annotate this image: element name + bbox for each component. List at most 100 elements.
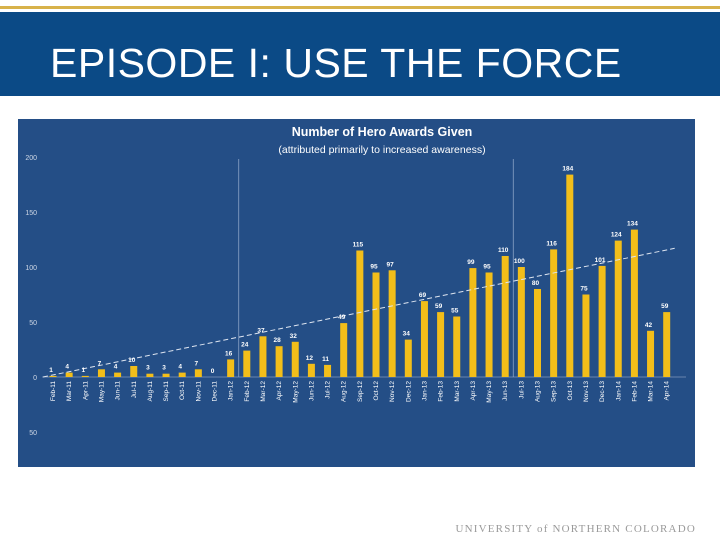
hero-awards-chart: Number of Hero Awards Given (attributed … xyxy=(25,125,686,437)
data-label: 4 xyxy=(178,364,182,371)
data-label: 49 xyxy=(338,314,346,321)
data-label: 28 xyxy=(273,337,281,344)
y-tick-label: 150 xyxy=(25,210,37,217)
x-tick-label: Apr-13 xyxy=(470,381,477,401)
x-tick-label: Jan-12 xyxy=(228,381,235,401)
data-label: 69 xyxy=(419,292,427,299)
bar-Dec-13 xyxy=(598,265,606,377)
bar-Feb-13 xyxy=(437,312,445,377)
bar-Jun-13 xyxy=(501,256,509,377)
bar-Feb-12 xyxy=(243,350,251,377)
data-label: 75 xyxy=(580,286,588,293)
data-label: 1 xyxy=(49,367,53,374)
bar-May-12 xyxy=(291,341,299,377)
bar-Apr-12 xyxy=(275,346,283,377)
bar-Jul-13 xyxy=(517,267,525,377)
x-tick-label: Apr-11 xyxy=(82,381,89,400)
chart-title: Number of Hero Awards Given xyxy=(292,125,473,139)
bar-Mar-12 xyxy=(259,336,267,377)
bar-Feb-14 xyxy=(630,229,638,377)
y-tick-label: 200 xyxy=(25,155,37,162)
bar-Aug-12 xyxy=(340,323,348,377)
data-label: 4 xyxy=(65,364,69,371)
data-label: 116 xyxy=(546,240,557,247)
bar-Dec-12 xyxy=(404,339,412,377)
data-label: 134 xyxy=(627,221,638,228)
x-tick-label: Oct-13 xyxy=(567,381,574,401)
data-label: 32 xyxy=(290,333,298,340)
data-label: 24 xyxy=(241,342,249,349)
data-label: 3 xyxy=(162,365,166,372)
data-label: 100 xyxy=(514,258,525,265)
bar-Oct-13 xyxy=(566,174,574,377)
x-tick-label: Nov-11 xyxy=(195,381,202,402)
x-tick-label: Mar-13 xyxy=(454,381,461,402)
bar-Oct-12 xyxy=(372,272,380,377)
x-tick-label: Dec-13 xyxy=(599,381,606,402)
x-tick-label: May-13 xyxy=(486,381,493,403)
x-tick-label: Mar-11 xyxy=(66,381,73,401)
data-label: 7 xyxy=(98,360,102,367)
x-tick-label: Oct-12 xyxy=(373,381,380,401)
x-tick-label: Jun-11 xyxy=(115,381,122,401)
data-label: 115 xyxy=(353,242,364,249)
bar-Feb-11 xyxy=(49,375,57,377)
x-tick-label: Jan-13 xyxy=(421,381,428,401)
bar-Apr-14 xyxy=(663,312,671,377)
x-tick-label: Feb-11 xyxy=(50,381,57,401)
x-tick-label: Nov-13 xyxy=(583,381,590,402)
trendline xyxy=(42,247,675,378)
bar-Mar-13 xyxy=(453,316,461,377)
bar-Jan-13 xyxy=(420,301,428,377)
x-tick-label: Jun-13 xyxy=(502,381,509,401)
data-label: 12 xyxy=(306,355,314,362)
bar-Nov-12 xyxy=(388,270,396,377)
x-tick-label: Dec-11 xyxy=(212,381,219,402)
y-tick-label: 100 xyxy=(25,265,37,272)
y-tick-label: 50 xyxy=(29,430,37,437)
x-tick-label: Feb-13 xyxy=(438,381,445,402)
data-label: 124 xyxy=(611,232,622,239)
x-tick-label: Jul-12 xyxy=(325,381,332,399)
data-label: 1 xyxy=(81,367,85,374)
bar-Aug-13 xyxy=(534,289,541,377)
data-label: 34 xyxy=(403,331,411,338)
data-label: 95 xyxy=(370,264,378,271)
x-tick-label: Jan-14 xyxy=(615,381,622,401)
bar-Jul-12 xyxy=(324,364,332,377)
data-label: 4 xyxy=(114,364,118,371)
x-tick-label: May-11 xyxy=(98,381,105,403)
bar-Jun-11 xyxy=(114,372,122,377)
x-tick-label: Apr-14 xyxy=(664,381,671,401)
bar-Nov-13 xyxy=(582,294,590,377)
data-label: 110 xyxy=(498,247,509,254)
data-label: 80 xyxy=(532,280,540,287)
accent-line xyxy=(0,6,720,9)
bar-May-13 xyxy=(485,272,493,377)
bar-May-11 xyxy=(97,369,105,377)
data-label: 99 xyxy=(467,259,475,266)
slide-title: EPISODE I: USE THE FORCE xyxy=(50,40,622,86)
y-tick-label: 0 xyxy=(33,375,37,382)
x-tick-label: Feb-14 xyxy=(631,381,638,402)
bar-Jan-14 xyxy=(614,240,622,377)
slide-header: EPISODE I: USE THE FORCE xyxy=(0,12,720,96)
x-tick-label: Sep-12 xyxy=(357,381,364,402)
x-tick-label: Mar-12 xyxy=(260,381,267,402)
x-tick-label: Jul-13 xyxy=(518,381,525,399)
data-label: 0 xyxy=(211,368,215,375)
data-label: 3 xyxy=(146,365,150,372)
bar-Sep-12 xyxy=(356,250,364,377)
data-label: 55 xyxy=(451,308,459,315)
x-tick-label: Feb-12 xyxy=(244,381,251,402)
x-tick-label: Sep-11 xyxy=(163,381,170,402)
chart-panel: Number of Hero Awards Given (attributed … xyxy=(18,119,695,467)
x-tick-label: Nov-12 xyxy=(389,381,396,402)
bar-Sep-11 xyxy=(162,373,170,377)
data-label: 11 xyxy=(322,356,329,363)
bar-Aug-11 xyxy=(146,373,154,377)
data-label: 7 xyxy=(195,360,199,367)
x-tick-label: Aug-13 xyxy=(535,381,542,402)
bar-Mar-11 xyxy=(65,372,73,377)
x-tick-label: Sep-13 xyxy=(551,381,558,402)
